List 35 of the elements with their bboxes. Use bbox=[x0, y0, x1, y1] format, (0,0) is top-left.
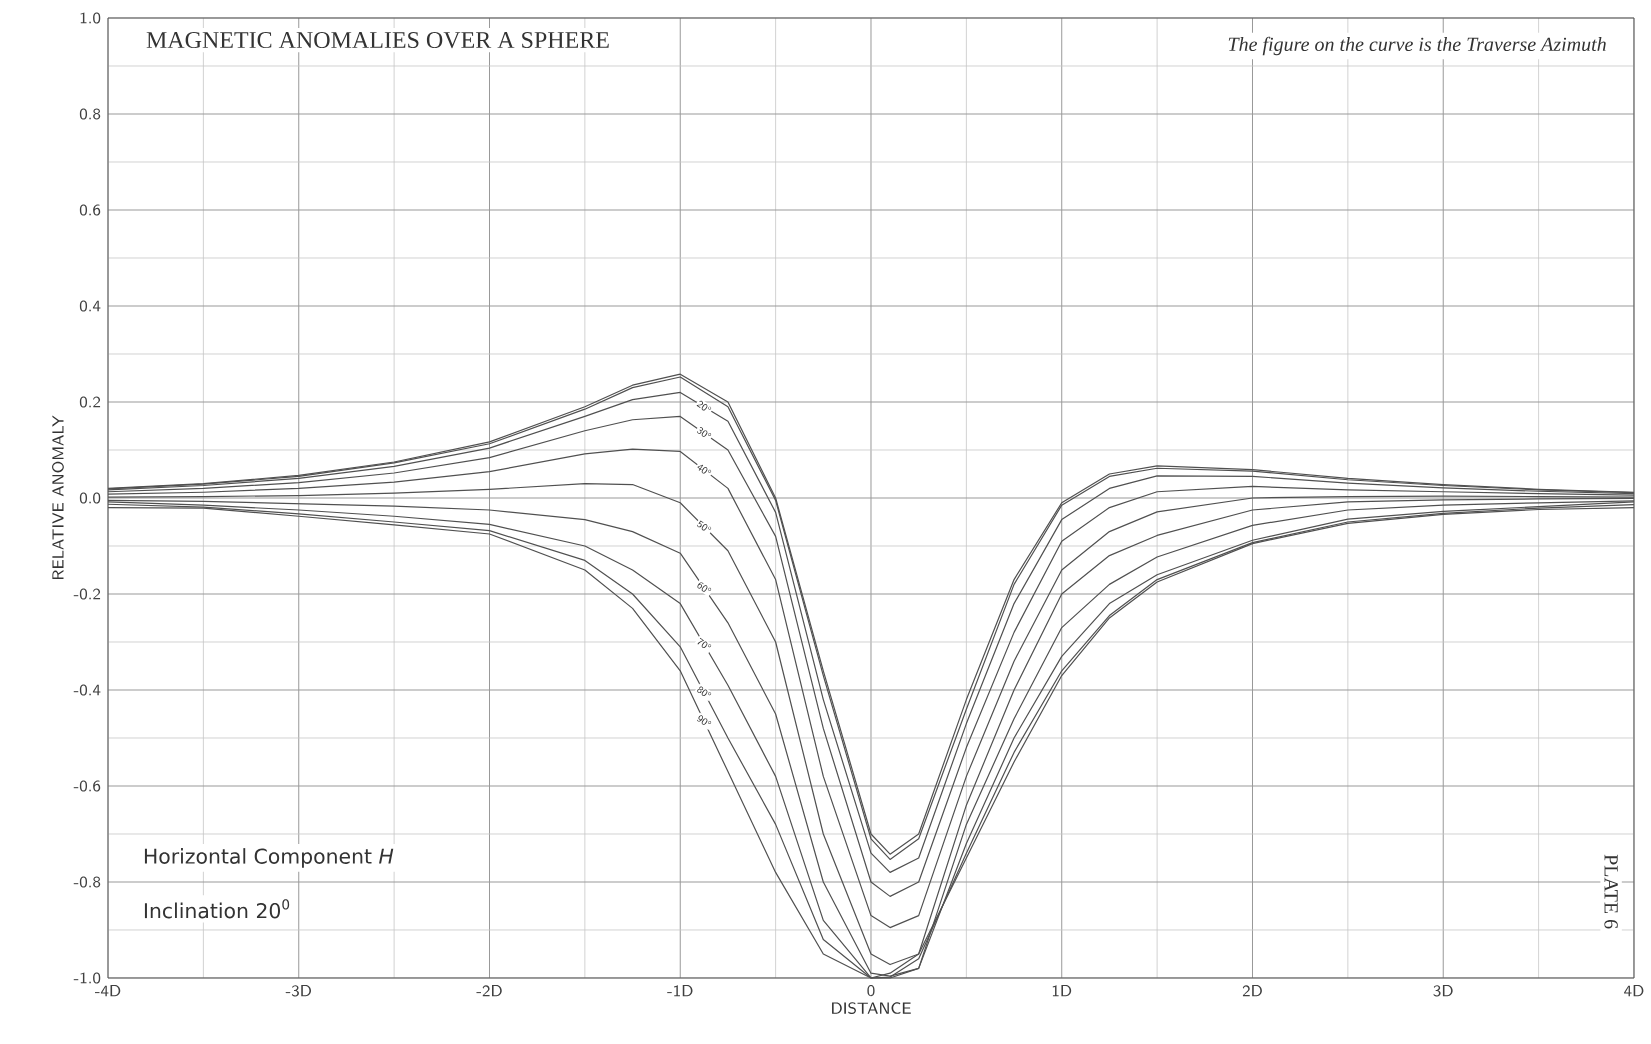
x-axis-title: DISTANCE bbox=[832, 1002, 911, 1015]
text: 40° bbox=[697, 464, 712, 474]
y-tick-label: -1.0 bbox=[73, 972, 101, 984]
x-tick-label: -1D bbox=[667, 985, 693, 997]
x-tick-label: 0 bbox=[867, 985, 875, 997]
annotation: Inclination 20$^{0}$ bbox=[144, 899, 290, 919]
text: 60° bbox=[697, 582, 712, 592]
x-tick-label: 3D bbox=[1433, 985, 1453, 997]
annotation: Horizontal Component H bbox=[144, 848, 394, 868]
y-tick-label: -0.8 bbox=[73, 876, 101, 888]
y-tick-label: -0.6 bbox=[73, 780, 101, 792]
y-tick-label: 0.2 bbox=[79, 396, 101, 408]
x-tick-label: 4D bbox=[1624, 985, 1644, 997]
x-tick-label: -4D bbox=[94, 985, 121, 997]
text: 90° bbox=[696, 715, 712, 725]
y-tick-label: 0.8 bbox=[79, 108, 101, 120]
y-axis-title: RELATIVE ANOMALY bbox=[52, 415, 64, 579]
y-tick-label: -0.2 bbox=[73, 588, 101, 600]
annotation: The figure on the curve is the Traverse Azimuth bbox=[1228, 36, 1606, 56]
y-tick-label: 0.4 bbox=[79, 300, 101, 312]
text: 80° bbox=[697, 686, 712, 697]
x-tick-label: 1D bbox=[1052, 985, 1072, 997]
text: 20° bbox=[696, 400, 712, 411]
text: 70° bbox=[697, 637, 712, 649]
y-tick-label: 1.0 bbox=[80, 12, 101, 24]
y-tick-label: 0.0 bbox=[79, 492, 101, 504]
x-tick-label: 2D bbox=[1242, 985, 1262, 997]
x-tick-label: -3D bbox=[285, 985, 312, 997]
x-tick-label: -2D bbox=[476, 985, 502, 997]
y-tick-label: -0.4 bbox=[73, 684, 101, 696]
text: 30° bbox=[696, 427, 712, 437]
text: 50° bbox=[696, 520, 712, 531]
chart-title: MAGNETIC ANOMALIES OVER A SPHERE bbox=[146, 31, 609, 49]
y-tick-label: 0.6 bbox=[79, 204, 101, 216]
annotation: PLATE 6 bbox=[1604, 854, 1618, 929]
